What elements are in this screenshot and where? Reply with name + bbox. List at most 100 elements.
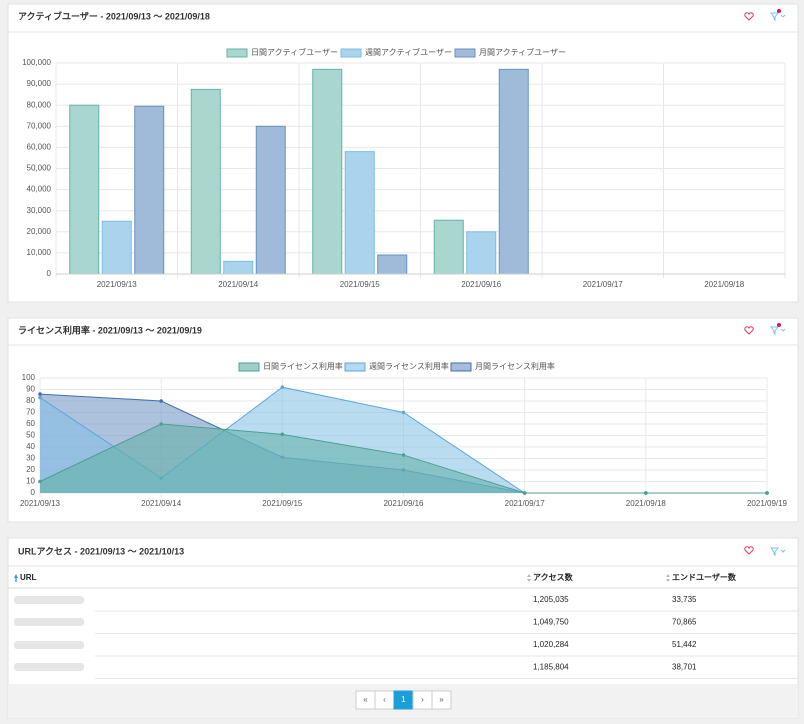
cell: 70,865	[672, 618, 697, 627]
x-tick-label: 2021/09/19	[747, 499, 788, 508]
sort-icon[interactable]	[666, 574, 670, 582]
legend-label[interactable]: 日間アクティブユーザー	[251, 47, 338, 57]
page-label[interactable]: ›	[421, 695, 424, 704]
y-tick-label: 20,000	[27, 227, 52, 236]
cell: 51,442	[672, 640, 697, 649]
bar[interactable]	[433, 219, 464, 275]
y-tick-label: 10	[26, 477, 35, 486]
cell: 33,735	[672, 595, 697, 604]
y-tick-label: 80,000	[27, 100, 52, 109]
y-tick-label: 100	[22, 373, 36, 382]
x-tick-label: 2021/09/16	[461, 280, 502, 289]
legend-swatch	[454, 48, 476, 58]
x-tick-label: 2021/09/13	[97, 280, 138, 289]
x-tick-label: 2021/09/15	[340, 280, 381, 289]
bar[interactable]	[134, 105, 165, 275]
cell: 38,701	[672, 663, 697, 672]
bar[interactable]	[312, 68, 343, 275]
y-tick-label: 60	[26, 419, 35, 428]
bar[interactable]	[69, 104, 100, 275]
x-tick-label: 2021/09/18	[626, 499, 667, 508]
point[interactable]	[38, 395, 42, 400]
y-tick-label: 100,000	[22, 58, 51, 67]
icons[interactable]	[744, 12, 754, 555]
point[interactable]	[159, 422, 163, 426]
page-label[interactable]: «	[363, 695, 368, 704]
y-tick-label: 90,000	[27, 79, 52, 88]
point[interactable]	[280, 432, 285, 437]
point[interactable]	[644, 491, 648, 495]
point[interactable]	[280, 385, 285, 390]
filter-badge	[777, 9, 781, 13]
cell: 1,049,750	[533, 618, 569, 627]
y-tick-label: 30,000	[27, 206, 52, 215]
bar[interactable]	[255, 125, 286, 275]
x-tick-label: 2021/09/13	[20, 499, 61, 508]
column-header[interactable]: URL	[20, 573, 37, 582]
legend-label[interactable]: 日間ライセンス利用率	[263, 361, 343, 371]
bar[interactable]	[344, 151, 375, 275]
x-tick-label: 2021/09/14	[218, 280, 259, 289]
y-tick-label: 50,000	[27, 164, 52, 173]
column-header[interactable]: エンドユーザー数	[672, 572, 737, 582]
bar[interactable]	[466, 231, 497, 275]
x-tick-label: 2021/09/17	[505, 499, 546, 508]
sort-icon[interactable]	[527, 574, 531, 582]
bar[interactable]	[101, 220, 132, 275]
page-button[interactable]	[431, 690, 452, 710]
legend-swatch	[340, 48, 362, 58]
cell: 1,205,035	[533, 595, 569, 604]
y-tick-label: 50	[26, 431, 35, 440]
favorite-icon[interactable]	[744, 546, 754, 555]
sort-icon[interactable]	[14, 574, 18, 582]
point[interactable]	[401, 453, 406, 457]
blurred-url	[14, 596, 84, 604]
x-tick-label: 2021/09/15	[262, 499, 303, 508]
blurred-url	[14, 663, 84, 671]
y-tick-label: 70,000	[27, 121, 52, 130]
y-tick-label: 60,000	[27, 143, 52, 152]
page-label[interactable]: »	[439, 695, 444, 704]
blurred-url	[14, 641, 84, 649]
bar[interactable]	[190, 88, 221, 275]
blurred-url	[14, 618, 84, 626]
point[interactable]	[522, 491, 527, 495]
legend-swatch	[344, 362, 366, 372]
favorite-icon[interactable]	[744, 326, 754, 335]
cell: 1,185,804	[533, 663, 569, 672]
legend-label[interactable]: 週間ライセンス利用率	[369, 361, 449, 371]
bar[interactable]	[377, 254, 408, 275]
panel-title: ライセンス利用率 - 2021/09/13 〜 2021/09/19	[18, 324, 202, 335]
filter-icon[interactable]	[770, 12, 786, 22]
legend-label[interactable]: 月間ライセンス利用率	[475, 361, 555, 371]
y-tick-label: 20	[26, 465, 35, 474]
point[interactable]	[401, 410, 406, 415]
filter-icon[interactable]	[770, 547, 786, 557]
x-tick-label: 2021/09/18	[704, 280, 745, 289]
y-tick-label: 0	[47, 269, 52, 278]
point[interactable]	[159, 399, 163, 403]
y-tick-label: 90	[26, 385, 35, 394]
favorite-icon[interactable]	[744, 12, 754, 21]
y-tick-label: 0	[31, 488, 36, 497]
filter-icon[interactable]	[770, 326, 786, 336]
y-tick-label: 30	[26, 454, 35, 463]
point[interactable]	[38, 479, 42, 484]
y-tick-label: 40,000	[27, 185, 52, 194]
bar[interactable]	[498, 68, 529, 275]
legend-label[interactable]: 月間アクティブユーザー	[479, 47, 566, 57]
panel-title: URLアクセス - 2021/09/13 〜 2021/10/13	[18, 546, 184, 556]
page-label[interactable]: 1	[401, 695, 406, 704]
filters[interactable]	[770, 12, 786, 557]
point[interactable]	[765, 491, 769, 495]
legend-label[interactable]: 週間アクティブユーザー	[365, 47, 452, 57]
cell: 1,020,284	[533, 640, 569, 649]
page-label[interactable]: ‹	[383, 695, 386, 704]
x-tick-label: 2021/09/14	[141, 499, 182, 508]
point[interactable]	[38, 392, 42, 396]
bar[interactable]	[223, 260, 254, 275]
x-tick-label: 2021/09/16	[383, 499, 424, 508]
column-header[interactable]: アクセス数	[533, 572, 574, 582]
legend-swatch	[226, 48, 248, 58]
x-tick-label: 2021/09/17	[583, 280, 624, 289]
